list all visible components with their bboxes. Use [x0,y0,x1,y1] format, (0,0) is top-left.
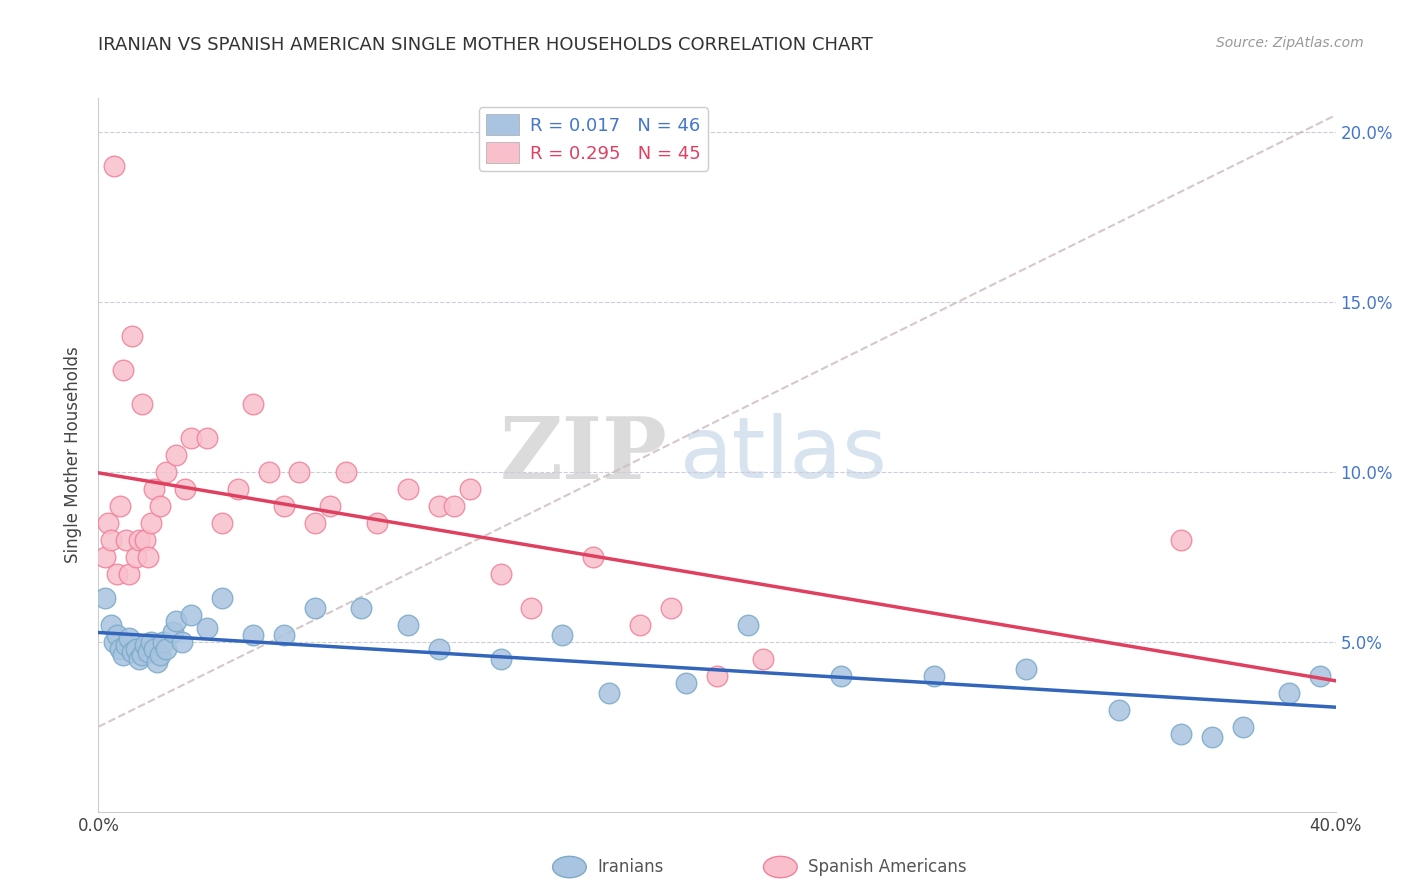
Point [128,533,150,547]
Point [242,397,264,411]
Point [100,533,122,547]
Point [427,499,450,513]
Point [136,645,159,659]
Point [134,638,156,652]
Point [706,669,728,683]
Point [143,482,166,496]
Point [105,566,128,581]
Point [582,549,605,564]
Point [195,621,218,635]
Legend: R = 0.017   N = 46, R = 0.295   N = 45: R = 0.017 N = 46, R = 0.295 N = 45 [479,107,707,170]
Point [112,363,135,377]
Point [170,635,193,649]
Point [211,591,233,605]
Point [628,617,651,632]
Point [489,652,512,666]
Text: atlas: atlas [681,413,889,497]
Point [115,638,138,652]
Point [304,600,326,615]
Point [139,635,162,649]
Point [737,617,759,632]
Text: Iranians: Iranians [598,858,664,876]
Point [152,635,174,649]
Point [118,632,141,646]
Point [489,566,512,581]
Point [752,652,775,666]
Point [675,675,697,690]
Point [242,628,264,642]
Point [93,549,115,564]
Point [100,617,122,632]
Point [155,641,177,656]
Point [93,591,115,605]
Point [131,397,153,411]
Point [659,600,682,615]
Point [1278,686,1301,700]
Point [551,628,574,642]
Point [165,615,187,629]
Point [1108,703,1130,717]
Point [396,617,419,632]
Point [1201,730,1223,744]
Point [121,329,143,343]
Point [131,648,153,663]
Point [103,635,125,649]
Point [257,465,280,479]
Point [149,499,172,513]
Point [103,159,125,173]
Point [174,482,197,496]
Point [427,641,450,656]
Point [366,516,388,530]
Point [458,482,481,496]
Point [319,499,342,513]
Point [304,516,326,530]
Point [155,465,177,479]
Point [115,533,138,547]
Point [520,600,543,615]
Point [598,686,620,700]
Point [1170,533,1192,547]
Point [350,600,373,615]
Point [112,648,135,663]
Point [139,516,162,530]
Point [128,652,150,666]
Point [1232,720,1254,734]
Text: ZIP: ZIP [499,413,668,497]
Point [443,499,465,513]
Text: IRANIAN VS SPANISH AMERICAN SINGLE MOTHER HOUSEHOLDS CORRELATION CHART: IRANIAN VS SPANISH AMERICAN SINGLE MOTHE… [98,36,873,54]
Point [922,669,945,683]
Point [396,482,419,496]
Point [830,669,852,683]
Point [97,516,120,530]
Point [1170,726,1192,740]
Point [124,641,146,656]
Point [162,624,184,639]
Point [108,641,131,656]
Point [1309,669,1331,683]
Point [1015,662,1038,676]
Point [149,648,172,663]
Point [143,641,166,656]
Point [108,499,131,513]
Point [335,465,357,479]
Y-axis label: Single Mother Households: Single Mother Households [65,347,83,563]
Point [273,628,295,642]
Point [288,465,311,479]
Point [121,645,143,659]
Point [180,607,202,622]
Point [211,516,233,530]
Point [146,655,169,669]
Point [134,533,156,547]
Point [165,448,187,462]
Point [118,566,141,581]
Point [124,549,146,564]
Point [226,482,249,496]
Point [273,499,295,513]
Point [195,431,218,445]
Point [180,431,202,445]
Text: Spanish Americans: Spanish Americans [808,858,967,876]
Text: Source: ZipAtlas.com: Source: ZipAtlas.com [1216,36,1364,50]
Point [136,549,159,564]
Point [105,628,128,642]
